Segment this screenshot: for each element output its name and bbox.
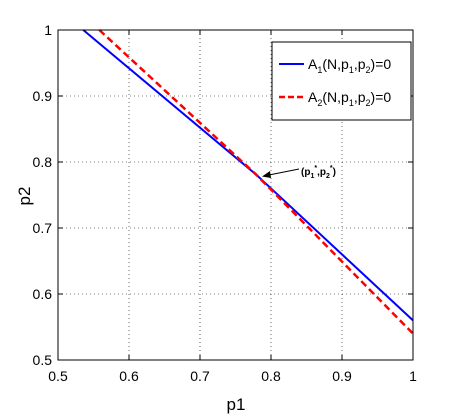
legend: A1(N,p1,p2)=0 A2(N,p1,p2)=0 [271,41,412,121]
series-lines [82,29,414,335]
annotation-label: (p1*,p2*) [301,165,336,180]
equilibrium-annotation: (p1*,p2*) [262,165,336,180]
y-tick-label: 0.5 [33,352,53,368]
series-line-a2 [98,29,414,335]
y-tick-label: 1 [44,22,52,38]
x-tick-label: 0.8 [261,368,281,384]
legend-box [271,41,412,121]
y-axis-label: p2 [15,187,34,206]
x-tick-label: 0.7 [190,368,210,384]
plot-frame [57,29,414,361]
y-tick-label: 0.8 [33,154,53,170]
y-tick-label: 0.9 [33,88,53,104]
axis-ticks: 0.5 0.6 0.7 0.8 0.9 1 0.5 0.6 0.7 0.8 0.9 1 [33,22,418,384]
x-axis-label: p1 [227,395,246,414]
legend-label-a1: A1(N,p1,p2)=0 [308,56,391,75]
y-tick-label: 0.7 [33,220,53,236]
annotation-arrowhead [262,171,271,178]
legend-label-a2: A2(N,p1,p2)=0 [308,89,391,108]
y-tick-label: 0.6 [33,286,53,302]
x-tick-label: 1 [409,368,417,384]
x-tick-label: 0.5 [48,368,68,384]
x-tick-label: 0.9 [332,368,352,384]
x-tick-label: 0.6 [119,368,139,384]
